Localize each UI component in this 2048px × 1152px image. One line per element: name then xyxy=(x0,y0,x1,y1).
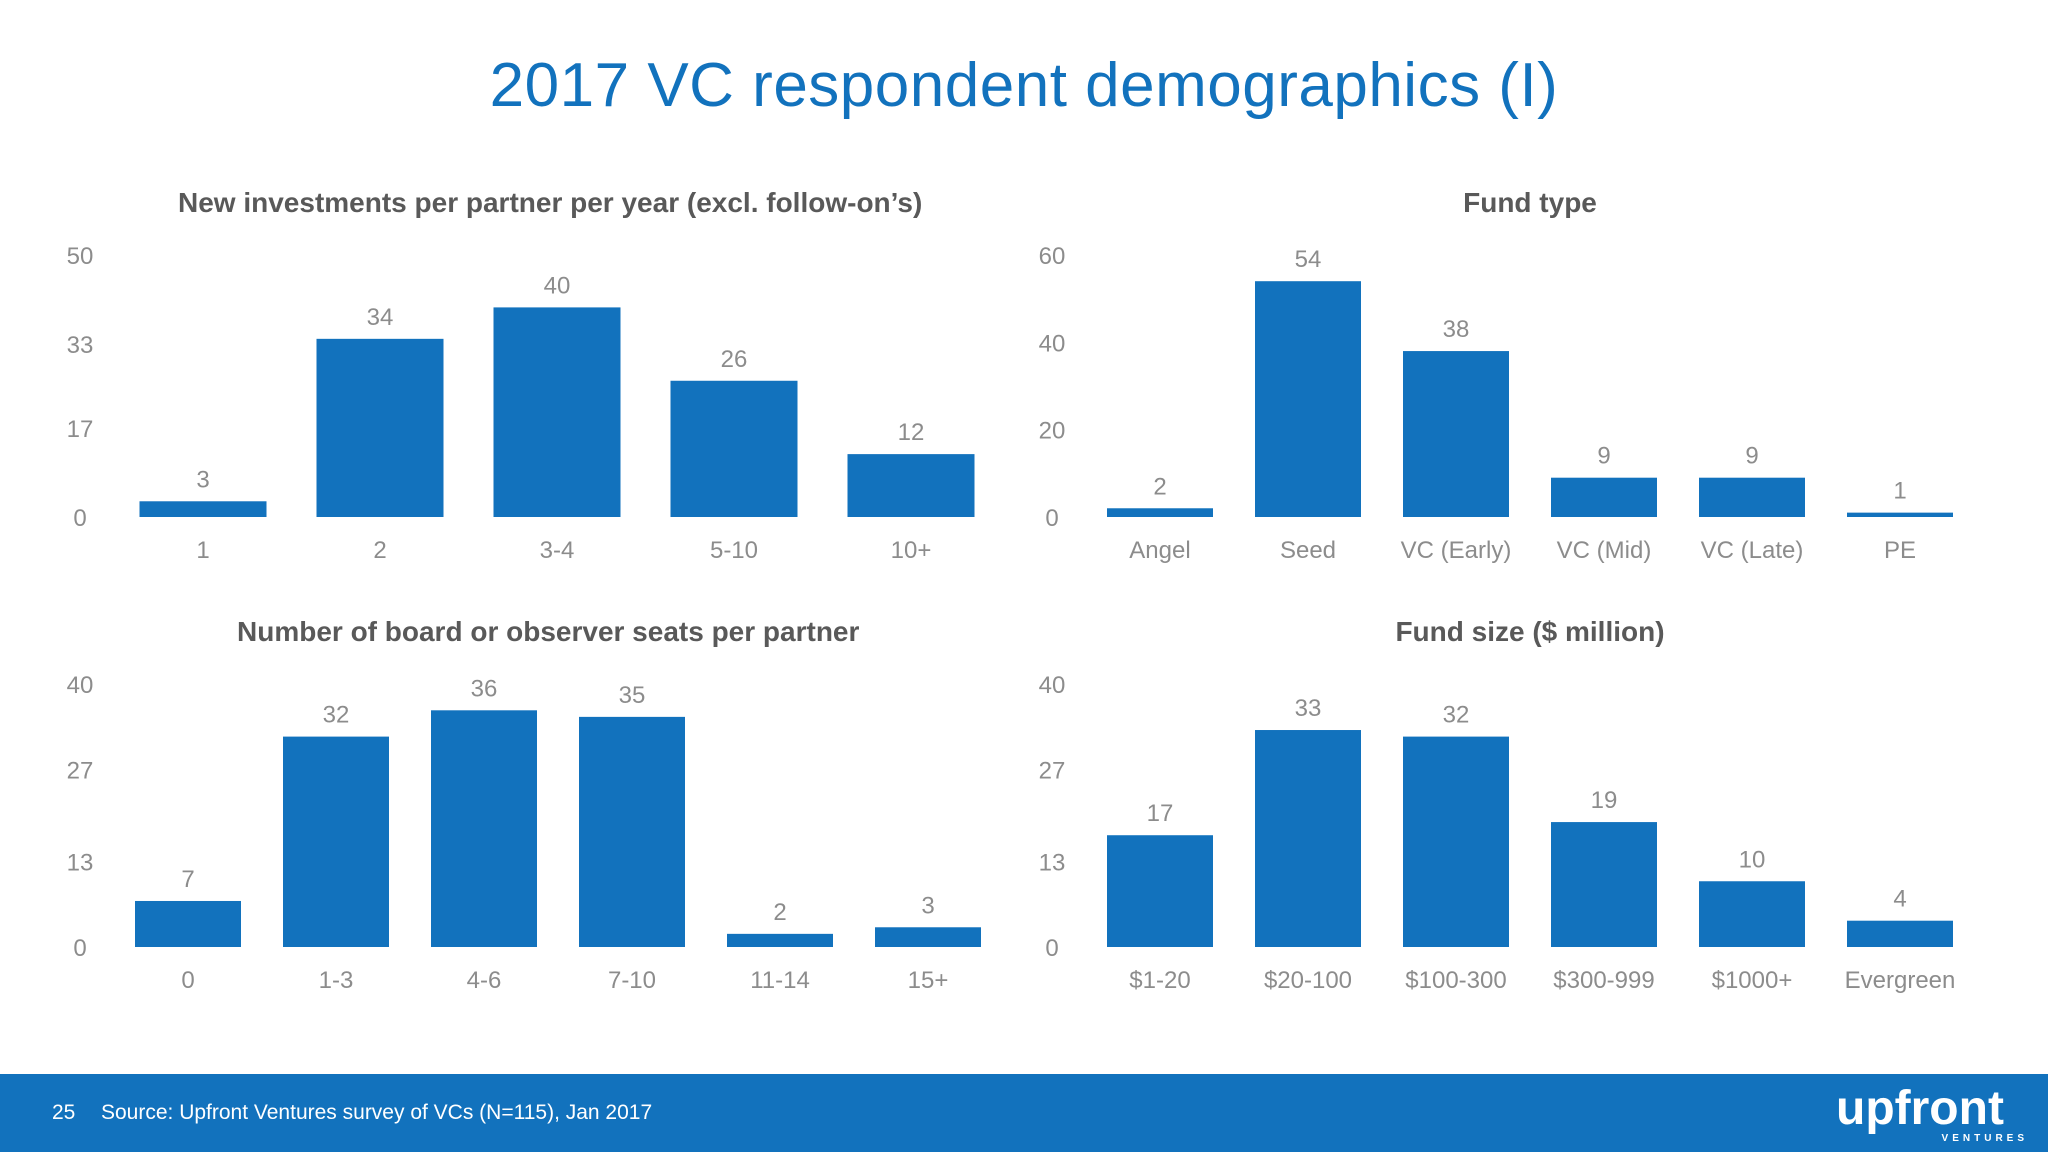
new-investments-category-label: 10+ xyxy=(891,537,932,564)
fund-size-bar xyxy=(1255,730,1361,947)
fund-type-data-label: 38 xyxy=(1443,316,1470,343)
board-seats-bar xyxy=(579,716,685,947)
fund-type-category-label: VC (Early) xyxy=(1401,537,1512,564)
board-seats-data-label: 35 xyxy=(619,682,646,709)
fund-size-category-label: $1-20 xyxy=(1129,967,1190,994)
board-seats-bar xyxy=(135,900,241,947)
new-investments-bar xyxy=(139,501,267,517)
fund-size-data-label: 19 xyxy=(1591,787,1618,814)
new-investments-category-label: 3-4 xyxy=(540,537,575,564)
logo-subtext: VENTURES xyxy=(1941,1133,2028,1144)
logo-word: upfront xyxy=(1836,1082,2004,1135)
new-investments-ytick-label: 33 xyxy=(67,332,94,359)
fund-type-bar xyxy=(1107,508,1213,517)
fund-type-bar xyxy=(1255,281,1361,517)
board-seats-category-label: 11-14 xyxy=(750,967,810,994)
fund-size-bar xyxy=(1107,835,1213,947)
board-seats-bar xyxy=(283,736,389,947)
new-investments-ytick-label: 17 xyxy=(67,416,94,443)
new-investments-data-label: 34 xyxy=(367,304,394,331)
board-seats-bar xyxy=(431,710,537,947)
new-investments-data-label: 40 xyxy=(544,272,571,299)
fund-type-ytick-label: 0 xyxy=(1045,505,1058,532)
fund-size-category-label: $20-100 xyxy=(1264,967,1352,994)
fund-size-ytick-label: 0 xyxy=(1045,935,1058,962)
fund-size-ytick-label: 27 xyxy=(1039,757,1066,784)
fund-type-data-label: 1 xyxy=(1893,478,1906,505)
board-seats-ytick-label: 40 xyxy=(67,672,94,699)
new-investments-ytick-label: 0 xyxy=(73,505,86,532)
fund-type-category-label: PE xyxy=(1884,537,1916,564)
chart-title-new-investments: New investments per partner per year (ex… xyxy=(178,187,923,218)
board-seats-bar xyxy=(875,927,981,947)
fund-size-category-label: $300-999 xyxy=(1553,967,1654,994)
fund-size-data-label: 17 xyxy=(1147,800,1174,827)
board-seats-ytick-label: 13 xyxy=(67,850,94,877)
fund-size-ytick-label: 40 xyxy=(1039,672,1066,699)
fund-type-bar xyxy=(1699,477,1805,517)
fund-type-ytick-label: 40 xyxy=(1039,330,1066,357)
board-seats-category-label: 0 xyxy=(181,967,194,994)
fund-type-data-label: 9 xyxy=(1745,443,1758,470)
board-seats-bar xyxy=(727,933,833,947)
new-investments-bar xyxy=(493,307,621,517)
fund-size-bar xyxy=(1403,736,1509,947)
board-seats-data-label: 36 xyxy=(471,675,498,702)
fund-type-bar xyxy=(1551,477,1657,517)
board-seats-ytick-label: 0 xyxy=(73,935,86,962)
new-investments-data-label: 3 xyxy=(196,466,209,493)
board-seats-ytick-label: 27 xyxy=(67,757,94,784)
fund-size-category-label: Evergreen xyxy=(1845,967,1956,994)
new-investments-data-label: 26 xyxy=(721,346,748,373)
new-investments-category-label: 5-10 xyxy=(710,537,758,564)
fund-type-ytick-label: 20 xyxy=(1039,418,1066,445)
fund-type-category-label: VC (Late) xyxy=(1701,537,1804,564)
new-investments-ytick-label: 50 xyxy=(67,243,94,270)
fund-size-data-label: 33 xyxy=(1295,695,1322,722)
board-seats-data-label: 32 xyxy=(323,702,350,729)
new-investments-bar xyxy=(670,380,798,517)
board-seats-category-label: 4-6 xyxy=(467,967,502,994)
page-number: 25 xyxy=(52,1101,76,1124)
fund-size-bar xyxy=(1847,920,1953,947)
fund-type-ytick-label: 60 xyxy=(1039,243,1066,270)
upfront-logo: upfront VENTURES xyxy=(1836,1082,2032,1145)
chart-title-board-seats: Number of board or observer seats per pa… xyxy=(237,616,860,647)
new-investments-bar xyxy=(316,338,444,517)
fund-type-category-label: Seed xyxy=(1280,537,1336,564)
board-seats-data-label: 7 xyxy=(181,866,194,893)
fund-size-ytick-label: 13 xyxy=(1039,850,1066,877)
board-seats-data-label: 2 xyxy=(773,899,786,926)
footer-bar xyxy=(0,1074,2048,1152)
source-note: Source: Upfront Ventures survey of VCs (… xyxy=(101,1101,653,1124)
fund-size-bar xyxy=(1699,881,1805,947)
fund-size-category-label: $100-300 xyxy=(1405,967,1506,994)
fund-type-bar xyxy=(1847,512,1953,517)
fund-type-data-label: 9 xyxy=(1597,443,1610,470)
board-seats-data-label: 3 xyxy=(921,892,934,919)
new-investments-bar xyxy=(847,454,975,517)
fund-type-category-label: VC (Mid) xyxy=(1557,537,1652,564)
board-seats-category-label: 1-3 xyxy=(319,967,354,994)
slide-title: 2017 VC respondent demographics (I) xyxy=(489,51,1559,120)
fund-type-bar xyxy=(1403,351,1509,517)
board-seats-category-label: 7-10 xyxy=(608,967,656,994)
fund-size-bar xyxy=(1551,822,1657,947)
fund-type-data-label: 54 xyxy=(1295,246,1322,273)
fund-size-data-label: 32 xyxy=(1443,702,1470,729)
new-investments-category-label: 1 xyxy=(196,537,209,564)
new-investments-category-label: 2 xyxy=(373,537,386,564)
fund-size-category-label: $1000+ xyxy=(1712,967,1793,994)
fund-size-data-label: 4 xyxy=(1893,886,1906,913)
chart-title-fund-type: Fund type xyxy=(1463,187,1597,218)
fund-type-data-label: 2 xyxy=(1153,473,1166,500)
board-seats-category-label: 15+ xyxy=(908,967,949,994)
fund-type-category-label: Angel xyxy=(1129,537,1190,564)
new-investments-data-label: 12 xyxy=(898,419,925,446)
fund-size-data-label: 10 xyxy=(1739,846,1766,873)
chart-title-fund-size: Fund size ($ million) xyxy=(1395,616,1665,647)
